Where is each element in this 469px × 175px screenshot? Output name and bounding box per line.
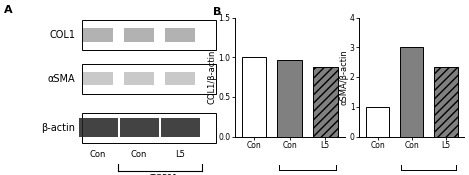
Bar: [242, 57, 266, 136]
Bar: [366, 107, 389, 136]
Bar: [165, 27, 195, 43]
Bar: [400, 47, 424, 136]
Bar: [313, 68, 338, 136]
Bar: [161, 118, 200, 137]
Bar: [79, 118, 118, 137]
Text: + TGFβ1: + TGFβ1: [141, 174, 178, 175]
Text: A: A: [4, 5, 13, 15]
Text: B: B: [213, 7, 222, 17]
Text: L5: L5: [175, 150, 185, 159]
Y-axis label: αSMA/β-actin: αSMA/β-actin: [340, 49, 348, 105]
Bar: [120, 118, 159, 137]
Bar: [82, 20, 216, 50]
Text: β-actin: β-actin: [42, 123, 76, 133]
Text: Con: Con: [90, 150, 106, 159]
Bar: [124, 72, 154, 85]
Bar: [124, 27, 154, 43]
Text: αSMA: αSMA: [48, 74, 76, 84]
Y-axis label: COL1/β-actin: COL1/β-actin: [208, 50, 217, 104]
Bar: [83, 27, 113, 43]
Bar: [83, 72, 113, 85]
Bar: [277, 60, 302, 136]
Text: Con: Con: [131, 150, 147, 159]
Bar: [82, 113, 216, 143]
Bar: [434, 66, 457, 136]
Bar: [82, 64, 216, 94]
Text: COL1: COL1: [50, 30, 76, 40]
Bar: [165, 72, 195, 85]
